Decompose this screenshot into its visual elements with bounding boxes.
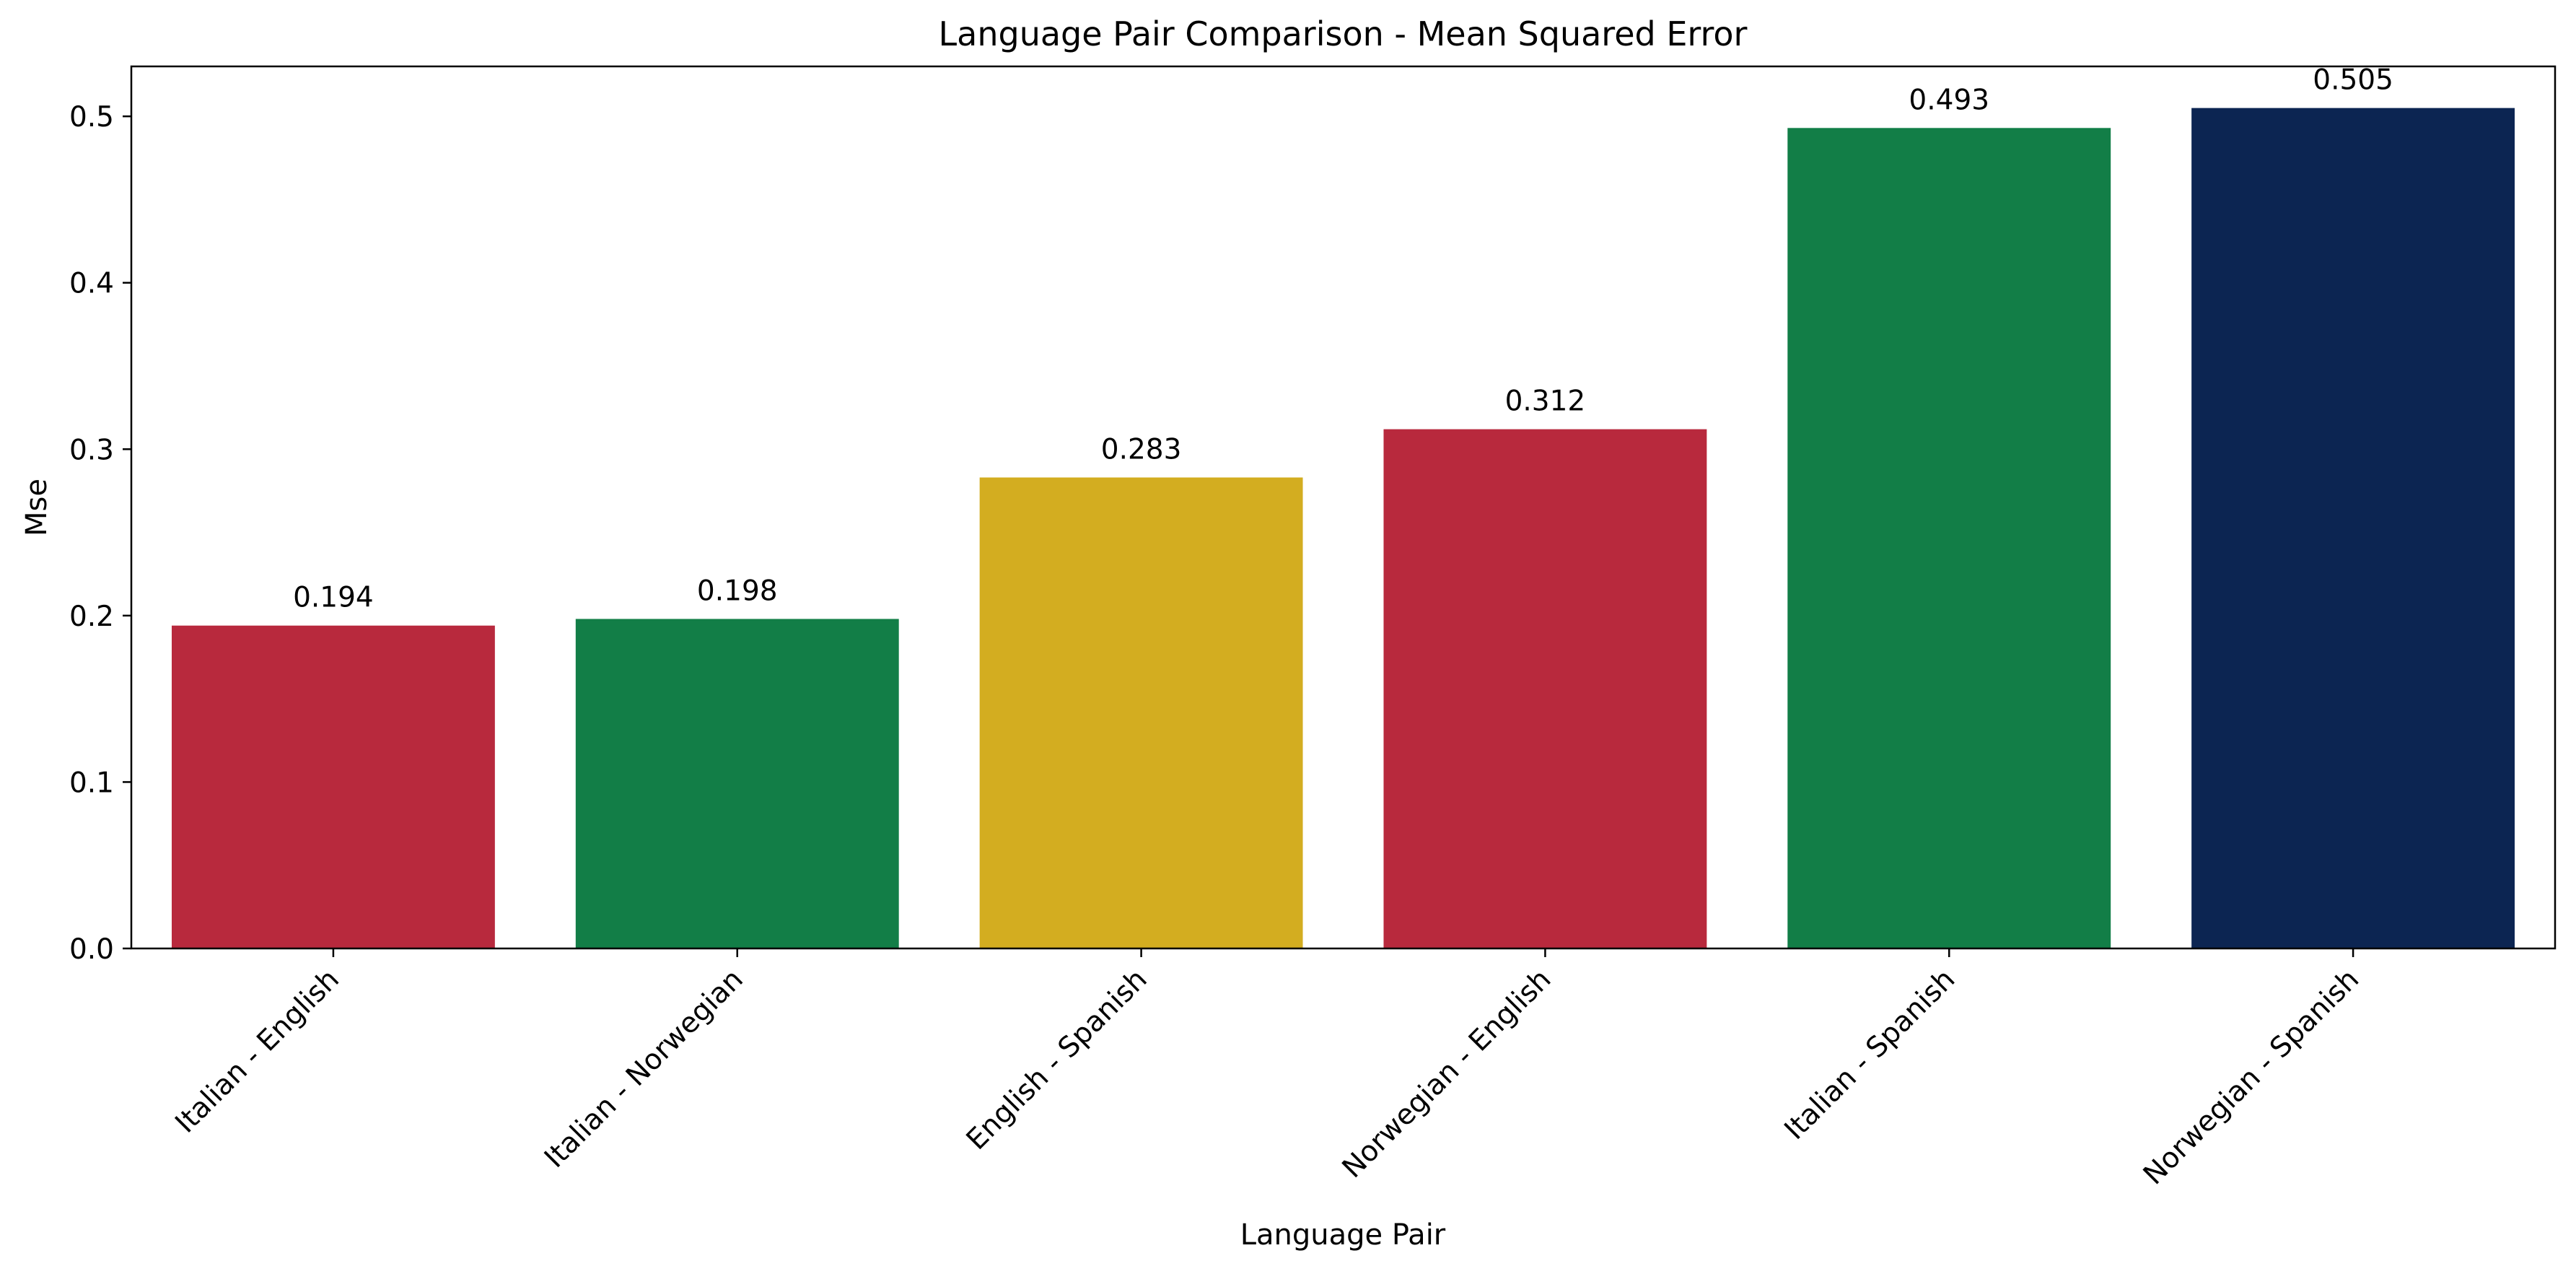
x-axis-label: Language Pair [1240, 1218, 1446, 1252]
y-tick-label: 0.0 [69, 933, 114, 966]
data-label: 0.505 [2313, 64, 2393, 97]
y-tick-label: 0.3 [69, 434, 114, 466]
x-tick-label: Norwegian - English [1336, 963, 1558, 1184]
bar [979, 477, 1303, 948]
bar [171, 625, 495, 948]
bar [2191, 108, 2515, 949]
y-tick-label: 0.2 [69, 601, 114, 633]
x-tick-label: Norwegian - Spanish [2137, 963, 2365, 1191]
data-labels-group: 0.194 0.198 0.283 0.312 0.493 0.505 [293, 64, 2393, 614]
x-tick-label: English - Spanish [960, 963, 1154, 1156]
y-tick-label: 0.4 [69, 268, 114, 300]
y-axis: 0.0 0.1 0.2 0.3 0.4 0.5 [69, 101, 131, 966]
chart-title: Language Pair Comparison - Mean Squared … [939, 14, 1748, 53]
x-tick-label: Italian - Norwegian [538, 963, 750, 1174]
y-tick-label: 0.1 [69, 767, 114, 799]
x-tick-label: Italian - English [170, 963, 346, 1139]
x-axis: Italian - English Italian - Norwegian Engl… [170, 948, 2365, 1191]
data-label: 0.312 [1505, 385, 1586, 418]
bar [1787, 128, 2111, 948]
bars-group [171, 108, 2515, 949]
y-axis-label: Mse [20, 479, 53, 536]
bar [575, 619, 899, 948]
data-label: 0.194 [293, 582, 374, 614]
y-tick-label: 0.5 [69, 101, 114, 134]
plot-area-frame [130, 65, 2557, 950]
data-label: 0.283 [1101, 433, 1182, 466]
data-label: 0.198 [697, 575, 778, 607]
data-label: 0.493 [1909, 84, 1989, 116]
bar [1383, 429, 1707, 948]
x-tick-label: Italian - Spanish [1779, 963, 1962, 1146]
